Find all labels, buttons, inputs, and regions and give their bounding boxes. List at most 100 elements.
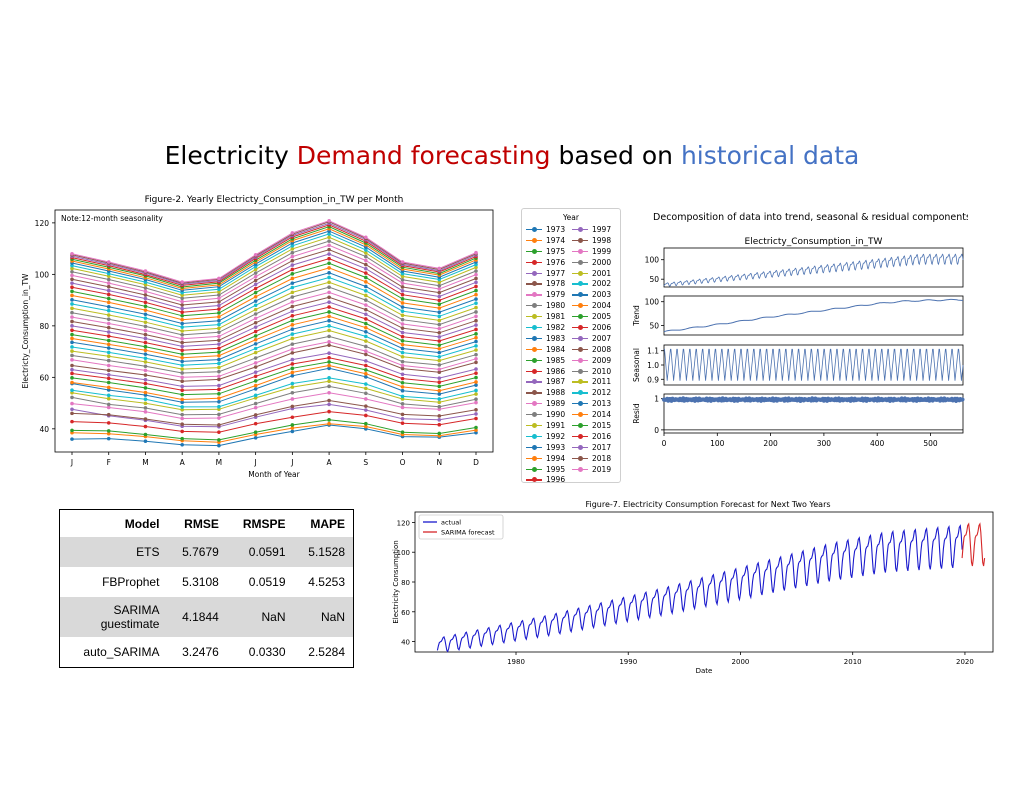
model-metrics-table: Model RMSE RMSPE MAPE ETS 5.7679 0.0591 … [59,509,354,668]
data-point-1976 [180,429,184,434]
data-point-1992 [327,324,331,328]
data-point-2012 [143,280,148,284]
data-point-1991 [106,354,111,359]
title-part-1: Electricity [164,141,297,170]
data-point-1979 [217,416,221,420]
data-point-1982 [327,376,331,380]
resid-point [960,397,965,402]
data-point-1983 [327,366,331,371]
data-point-1983 [437,392,442,396]
data-point-2007 [106,288,111,293]
data-point-2000 [474,310,478,314]
data-point-1998 [327,295,331,300]
data-point-1987 [474,367,478,371]
data-point-2008 [180,303,184,307]
legend-entry: 2001 [572,268,618,279]
data-point-1997 [364,312,368,317]
data-point-1990 [474,352,478,357]
data-point-2003 [437,310,442,315]
data-point-2006 [106,292,111,297]
data-point-1999 [290,300,295,304]
data-point-1992 [290,332,295,336]
data-point-2006 [180,310,184,315]
series-line-2018 [71,221,477,284]
table-row: auto_SARIMA 3.2476 0.0330 2.5284 [60,637,354,668]
data-point-2009 [400,281,405,285]
data-point-1977 [400,416,405,421]
table-header-row: Model RMSE RMSPE MAPE [60,510,354,538]
data-point-1978 [290,404,295,409]
series-line-1981 [71,380,477,411]
data-point-2019 [474,250,478,255]
legend-entry: 1986 [526,366,572,377]
data-point-2011 [70,266,74,271]
data-point-1996 [217,346,221,351]
legend-label: 1999 [592,246,612,256]
data-point-1981 [180,407,184,412]
legend-entry: 2015 [572,420,618,431]
data-point-1993 [143,352,148,356]
legend-entry: 2017 [572,442,618,453]
legend-label: 2019 [592,464,612,474]
legend-swatch [526,334,542,342]
data-point-1991 [290,336,295,341]
data-point-1984 [327,363,331,368]
data-point-2019 [217,276,221,281]
data-point-2005 [106,296,111,301]
cell-rmse: 3.2476 [182,645,219,659]
data-point-2004 [364,280,368,284]
data-point-2006 [437,298,442,303]
data-point-1995 [143,344,148,349]
legend-entry: 1985 [526,355,572,366]
data-point-2006 [217,307,221,311]
y-axis-label: Electricity Consumption [392,540,400,623]
legend-entry: 1983 [526,333,572,344]
data-point-2001 [70,306,74,311]
data-point-1980 [437,404,442,409]
legend-swatch [526,476,542,484]
data-point-2003 [474,297,478,301]
legend-entry: 1989 [526,398,572,409]
data-point-2005 [400,297,405,301]
data-point-1976 [217,430,221,434]
data-point-1992 [364,334,368,339]
legend-swatch [572,443,588,451]
data-point-2002 [290,285,295,290]
legend-swatch [572,378,588,386]
data-point-1998 [253,320,258,325]
data-point-2006 [253,286,258,291]
data-point-1999 [474,314,478,319]
data-point-1992 [180,363,184,368]
data-point-2004 [253,294,258,299]
data-point-1995 [290,318,295,323]
data-point-1978 [327,398,331,403]
x-tick-label: 300 [817,439,832,448]
data-point-2002 [180,325,184,329]
y-tick-label: 120 [35,219,50,228]
x-tick-label: 2020 [956,658,974,666]
series-line-1986 [71,357,477,391]
data-point-1982 [290,381,295,386]
data-point-1976 [253,421,258,426]
data-point-2010 [327,239,331,243]
data-point-2001 [180,329,184,333]
data-point-1997 [290,309,295,313]
data-point-2004 [400,301,405,305]
series-line-2002 [71,276,477,328]
data-point-1976 [106,421,111,425]
legend-entry: 2016 [572,431,618,442]
data-point-1975 [106,429,111,433]
data-point-2000 [437,322,442,327]
data-point-1975 [143,432,148,437]
data-point-1982 [217,404,221,409]
legend-label: 1979 [546,290,566,300]
data-point-1990 [143,364,148,369]
legend-swatch [526,302,542,310]
data-point-2009 [474,272,478,277]
data-point-2008 [290,258,295,263]
x-tick-label: 2010 [844,658,862,666]
data-point-2012 [400,271,405,276]
data-point-1979 [437,407,442,412]
cell-rmspe: NaN [226,597,294,637]
cell-model: ETS [59,537,168,567]
